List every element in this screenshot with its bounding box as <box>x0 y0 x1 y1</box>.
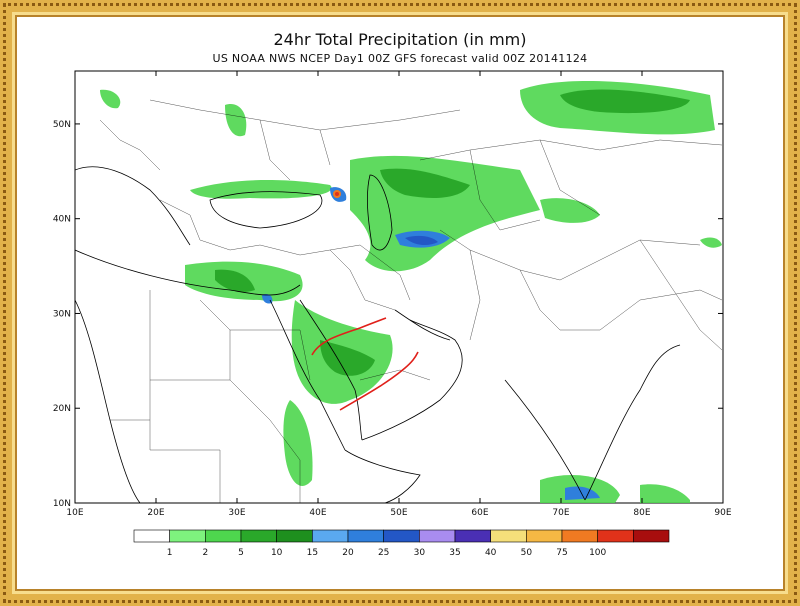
legend-swatch <box>454 529 491 543</box>
legend-swatch <box>205 529 242 543</box>
legend-swatch <box>597 529 634 543</box>
lat-tick-label: 40N <box>53 215 71 225</box>
lat-tick-label: 20N <box>53 404 71 414</box>
legend-swatch <box>276 529 313 543</box>
legend-swatch <box>419 529 456 543</box>
legend-label: 15 <box>307 548 318 558</box>
legend-label: 75 <box>556 548 567 558</box>
legend-swatch <box>526 529 563 543</box>
legend-label: 50 <box>521 548 533 558</box>
lon-tick-label: 60E <box>471 508 488 518</box>
legend-label: 100 <box>589 548 606 558</box>
legend-swatch <box>561 529 598 543</box>
legend-label: 30 <box>414 548 426 558</box>
lon-tick-label: 50E <box>390 508 407 518</box>
lon-tick-label: 40E <box>309 508 326 518</box>
lon-tick-label: 90E <box>714 508 731 518</box>
legend-label: 35 <box>449 548 460 558</box>
lon-tick-label: 10E <box>66 508 83 518</box>
legend-label: 20 <box>342 548 354 558</box>
legend-label: 40 <box>485 548 497 558</box>
legend-swatch <box>240 529 277 543</box>
legend-swatch <box>347 529 384 543</box>
legend-label: 25 <box>378 548 389 558</box>
lon-tick-label: 70E <box>552 508 569 518</box>
map-area <box>74 70 724 504</box>
legend-swatch <box>133 529 170 543</box>
lon-tick-label: 20E <box>147 508 164 518</box>
legend-label: 1 <box>167 548 173 558</box>
lat-tick-label: 50N <box>53 120 71 130</box>
latitude-axis: 50N 40N 30N 20N 10N <box>53 120 723 509</box>
precipitation-legend: 1 2 5 10 15 20 25 30 35 40 50 75 100 <box>133 529 670 558</box>
lon-tick-label: 80E <box>633 508 650 518</box>
legend-swatch <box>169 529 206 543</box>
legend-label: 5 <box>238 548 244 558</box>
lat-tick-label: 30N <box>53 309 71 319</box>
legend-swatch <box>312 529 349 543</box>
lat-tick-label: 10N <box>53 499 71 509</box>
legend-label: 10 <box>271 548 283 558</box>
legend-swatch <box>383 529 420 543</box>
lon-tick-label: 30E <box>228 508 245 518</box>
map-subtitle: US NOAA NWS NCEP Day1 00Z GFS forecast v… <box>212 52 588 65</box>
legend-swatch <box>633 529 670 543</box>
precipitation-fields <box>75 80 723 503</box>
longitude-axis: 10E 20E 30E 40E 50E 60E 70E 80E 90E <box>66 71 732 518</box>
legend-label: 2 <box>202 548 208 558</box>
map-title: 24hr Total Precipitation (in mm) <box>273 30 527 49</box>
legend-swatch <box>490 529 527 543</box>
